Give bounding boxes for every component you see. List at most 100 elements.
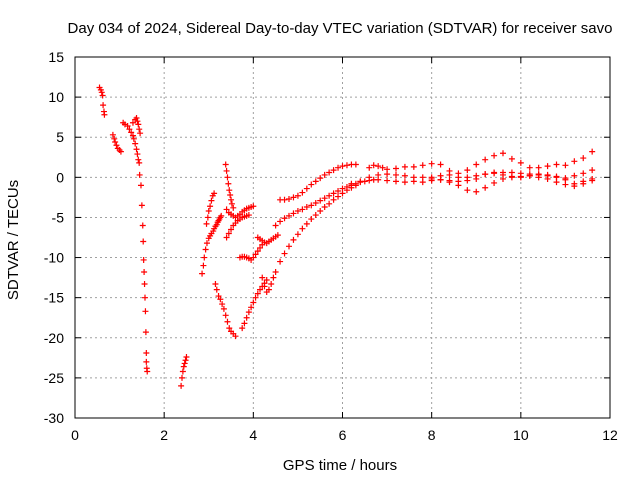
data-point [130, 135, 137, 142]
data-point [223, 167, 230, 174]
x-tick-label: 10 [513, 427, 529, 443]
data-point [252, 294, 259, 301]
data-point [299, 206, 306, 213]
data-point [245, 212, 252, 219]
data-point [112, 139, 119, 146]
data-point [219, 301, 226, 308]
y-tick-label: 0 [56, 169, 64, 185]
data-point [357, 178, 364, 185]
data-point [580, 180, 587, 187]
data-point [124, 122, 131, 129]
data-point [179, 374, 185, 381]
data-point [419, 179, 426, 186]
data-point [401, 163, 408, 170]
data-point [286, 195, 292, 202]
data-point [142, 329, 149, 336]
axis-ticks: 0 2 4 6 8 10 12 15 10 5 0 -5 -10 -15 -20 -25 -30 [44, 49, 618, 443]
data-point [248, 304, 255, 311]
data-point [491, 152, 498, 159]
data-points [96, 84, 596, 389]
data-point [226, 187, 233, 194]
y-tick-label: -10 [44, 250, 64, 266]
y-axis-label: SDTVAR / TECUs [5, 180, 22, 300]
data-point [230, 204, 237, 211]
data-point [178, 382, 185, 389]
data-point [571, 183, 578, 190]
data-point [517, 159, 524, 166]
data-point [259, 274, 266, 281]
data-point [140, 256, 147, 263]
data-point [326, 169, 333, 176]
y-tick-label: 10 [48, 89, 64, 105]
data-point [294, 231, 301, 238]
data-point [589, 148, 596, 155]
y-tick-label: -30 [44, 410, 64, 426]
data-point [286, 243, 292, 250]
data-point [207, 203, 214, 210]
data-point [257, 244, 264, 251]
data-point [200, 262, 207, 269]
data-point [294, 208, 301, 215]
data-point [254, 248, 261, 255]
data-point [99, 92, 106, 99]
data-point [217, 296, 224, 303]
data-point [303, 204, 310, 211]
data-point [428, 174, 435, 181]
data-point [215, 293, 222, 300]
data-point [101, 111, 108, 118]
data-point [446, 177, 453, 184]
data-point [272, 222, 279, 229]
data-point [281, 250, 288, 257]
data-point [134, 118, 141, 125]
data-point [335, 193, 342, 200]
data-point [141, 294, 148, 301]
data-point [437, 172, 444, 179]
data-point [223, 206, 230, 213]
data-point [144, 368, 151, 375]
data-point [446, 171, 453, 178]
data-point [250, 299, 257, 306]
data-point [183, 354, 190, 361]
data-point [181, 360, 188, 367]
y-tick-label: -20 [44, 330, 64, 346]
data-point [250, 254, 257, 261]
data-point [139, 222, 146, 229]
data-point [517, 174, 524, 181]
data-point [117, 148, 124, 155]
data-point [137, 182, 144, 189]
data-point [393, 178, 399, 185]
data-point [308, 202, 315, 209]
data-point [317, 175, 324, 182]
data-point [113, 142, 120, 149]
data-point [308, 181, 315, 188]
data-point [222, 161, 229, 168]
data-point [562, 175, 569, 182]
x-tick-label: 2 [160, 427, 168, 443]
data-point [100, 102, 107, 109]
data-point [330, 167, 337, 174]
data-point [203, 240, 210, 247]
data-point [317, 208, 324, 215]
data-point [133, 114, 140, 121]
data-point [135, 121, 142, 128]
data-point [326, 192, 333, 199]
data-point [473, 188, 480, 195]
data-point [553, 161, 560, 168]
x-tick-label: 4 [249, 427, 257, 443]
data-point [455, 174, 462, 181]
y-tick-label: -25 [44, 370, 64, 386]
data-point [335, 164, 342, 171]
data-point [232, 333, 239, 340]
data-point [348, 180, 355, 187]
x-tick-label: 6 [339, 427, 347, 443]
data-point [204, 214, 211, 221]
data-point [111, 135, 118, 142]
data-point [308, 216, 315, 223]
data-point [128, 129, 135, 136]
data-point [208, 197, 215, 204]
data-point [222, 312, 229, 319]
data-point [526, 164, 533, 171]
data-point [401, 179, 408, 186]
chart-title: Day 034 of 2024, Sidereal Day-to-day VTE… [68, 20, 613, 37]
